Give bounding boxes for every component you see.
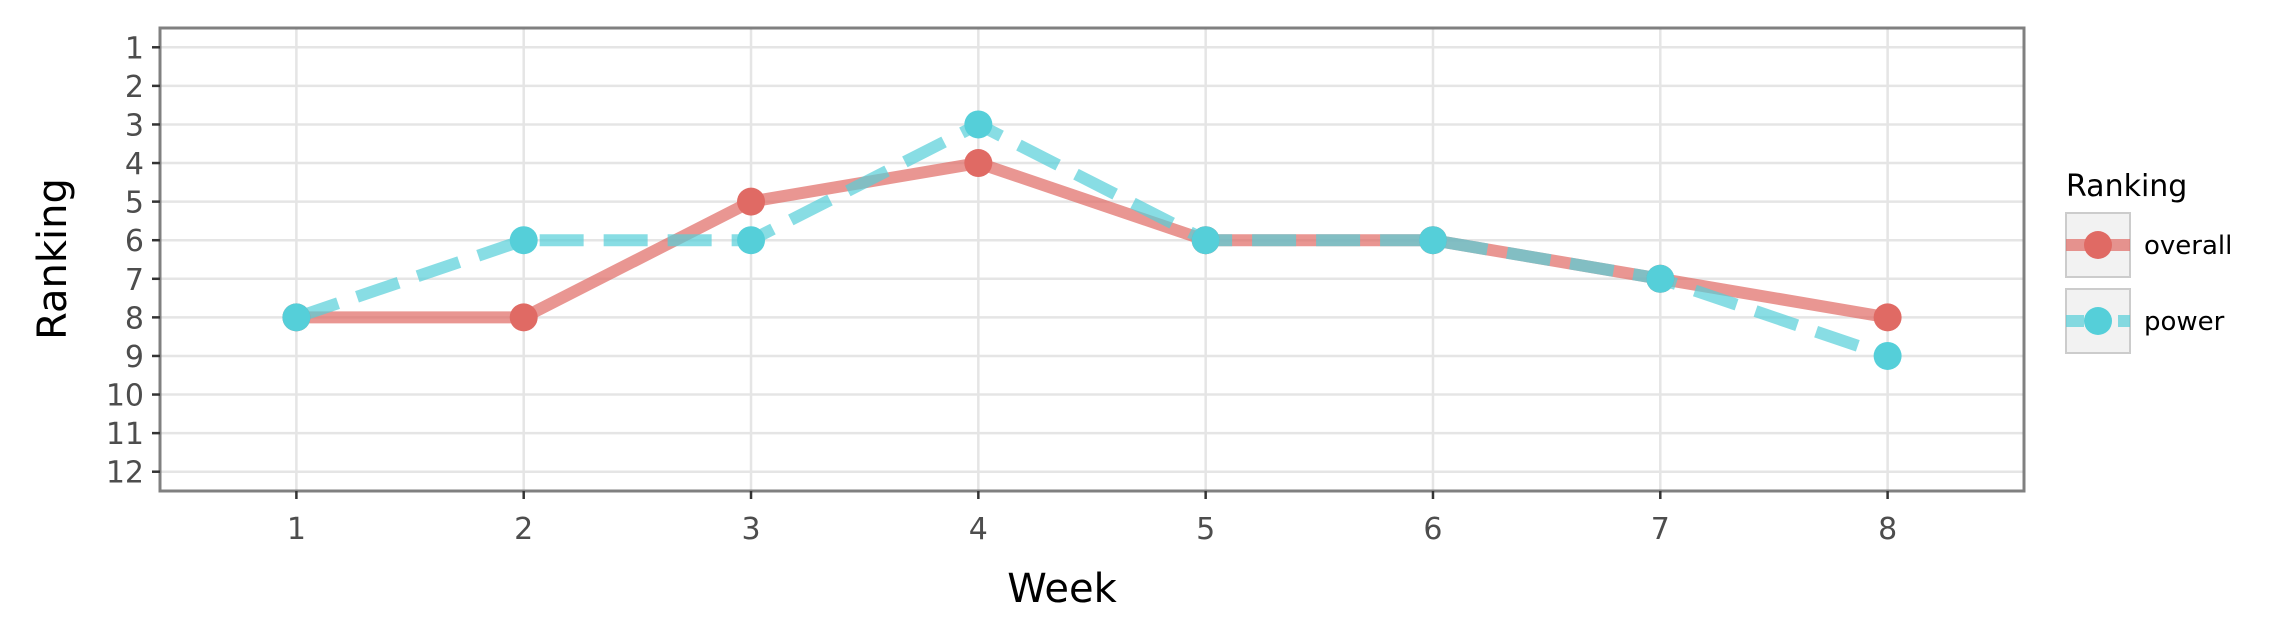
- data-point-overall: [737, 187, 766, 216]
- y-tick-label: 5: [125, 186, 144, 221]
- x-axis-title: Week: [1007, 566, 1117, 612]
- legend-item-overall: overall: [2065, 212, 2232, 278]
- data-point-power: [737, 226, 766, 255]
- x-tick-label: 4: [969, 512, 988, 547]
- x-tick-label: 3: [741, 512, 760, 547]
- x-tick-label: 6: [1423, 512, 1442, 547]
- y-tick-label: 1: [125, 31, 144, 66]
- series-line-overall: [296, 157, 1889, 324]
- data-point-overall: [1873, 303, 1902, 332]
- series-line-power: [294, 118, 1890, 362]
- y-tick-label: 2: [125, 70, 144, 105]
- y-tick-label: 7: [125, 263, 144, 298]
- data-point-power: [1873, 341, 1902, 370]
- x-tick-label: 2: [514, 512, 533, 547]
- series-lines: [294, 118, 1890, 362]
- legend-label: overall: [2144, 231, 2232, 261]
- data-point-power: [1191, 226, 1220, 255]
- y-tick-label: 3: [125, 108, 144, 143]
- legend: Ranking overall power: [2065, 169, 2232, 354]
- y-tick-label: 4: [125, 147, 144, 182]
- plot-background: [160, 28, 2024, 491]
- y-tick-label: 12: [106, 456, 144, 491]
- y-tick-label: 6: [125, 224, 144, 259]
- x-tick-label: 8: [1878, 512, 1897, 547]
- data-point-power: [1646, 264, 1675, 293]
- x-tick-label: 5: [1196, 512, 1215, 547]
- data-point-overall: [509, 303, 538, 332]
- legend-title: Ranking: [2066, 169, 2187, 204]
- y-tick-label: 8: [125, 301, 144, 336]
- data-point-overall: [964, 149, 993, 178]
- legend-label: power: [2144, 307, 2225, 337]
- legend-key-point: [2084, 231, 2112, 259]
- y-axis-title: Ranking: [30, 178, 76, 340]
- x-axis: 1 2 3 4 5 6 7 8: [287, 491, 1897, 547]
- x-tick-label: 1: [287, 512, 306, 547]
- data-point-power: [282, 303, 311, 332]
- data-point-power: [1418, 226, 1447, 255]
- y-tick-label: 11: [106, 417, 144, 452]
- data-point-power: [509, 226, 538, 255]
- plot-border: [158, 26, 2026, 493]
- legend-item-power: power: [2065, 288, 2225, 354]
- data-point-power: [964, 110, 993, 139]
- y-tick-label: 9: [125, 340, 144, 375]
- legend-key-point: [2084, 307, 2112, 335]
- series-points: [282, 110, 1902, 370]
- y-tick-label: 10: [106, 379, 144, 414]
- x-tick-label: 7: [1651, 512, 1670, 547]
